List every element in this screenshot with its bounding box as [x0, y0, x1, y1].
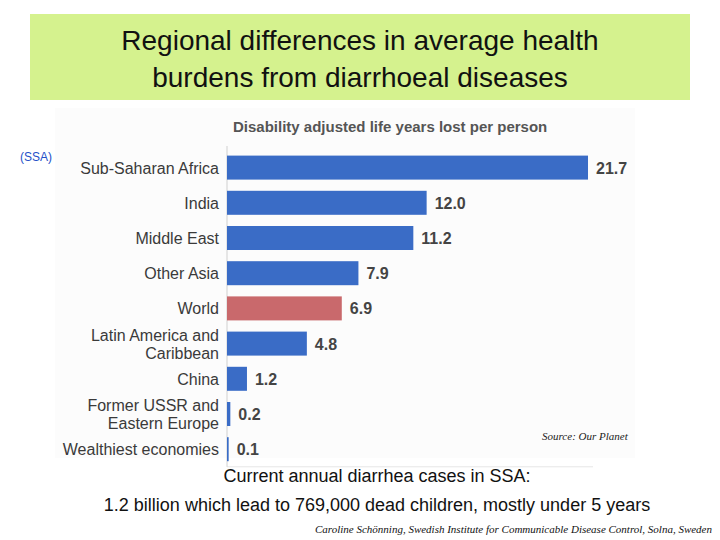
category-label: Former USSR andEastern Europe: [87, 397, 219, 432]
bar: [227, 332, 307, 356]
category-label: World: [178, 300, 220, 317]
category-label: Sub-Saharan Africa: [80, 160, 219, 177]
source: Source: Our Planet: [542, 430, 629, 442]
title-box: [30, 14, 690, 100]
note: 1.2 billion which lead to 769,000 dead c…: [104, 495, 650, 515]
data-label: 1.2: [255, 371, 277, 388]
slide-title: Regional differences in average health: [121, 25, 598, 56]
bar: [227, 437, 229, 461]
bar: [227, 261, 358, 285]
data-label: 12.0: [435, 195, 466, 212]
category-line: Middle East: [135, 230, 219, 247]
data-label: 4.8: [315, 336, 337, 353]
category-label: China: [177, 371, 219, 388]
data-label: 11.2: [421, 230, 451, 247]
category-line: China: [177, 371, 219, 388]
category-line: Eastern Europe: [108, 415, 219, 432]
bar: [227, 402, 230, 426]
data-label: 0.2: [238, 406, 260, 423]
annotation: (SSA): [20, 150, 52, 164]
bar: [227, 156, 588, 180]
slide: Regional differences in average health bu…: [0, 0, 720, 540]
credit: Caroline Schönning, Swedish Institute fo…: [315, 523, 712, 535]
note: Current annual diarrhea cases in SSA:: [223, 466, 530, 486]
data-label: 21.7: [596, 160, 627, 177]
category-line: Caribbean: [145, 345, 219, 362]
root: Regional differences in average health bu…: [0, 0, 720, 540]
category-label: Wealthiest economies: [63, 441, 219, 458]
data-label: 0.1: [237, 441, 259, 458]
category-label: India: [184, 195, 219, 212]
chart-panel: [55, 108, 635, 458]
category-line: Wealthiest economies: [63, 441, 219, 458]
category-label: Middle East: [135, 230, 219, 247]
bar: [227, 296, 342, 320]
data-label: 6.9: [350, 300, 372, 317]
category-label: Latin America andCaribbean: [91, 327, 219, 362]
category-line: Other Asia: [144, 265, 219, 282]
chart-title: Disability adjusted life years lost per …: [233, 118, 547, 135]
slide-title: burdens from diarrhoeal diseases: [152, 62, 568, 93]
category-line: Sub-Saharan Africa: [80, 160, 219, 177]
category-line: India: [184, 195, 219, 212]
bar: [227, 191, 427, 215]
bar: [227, 226, 413, 250]
category-label: Other Asia: [144, 265, 219, 282]
category-line: World: [178, 300, 220, 317]
category-line: Latin America and: [91, 327, 219, 344]
bars: [227, 156, 588, 462]
category-line: Former USSR and: [87, 397, 219, 414]
bar: [227, 367, 247, 391]
data-label: 7.9: [366, 265, 388, 282]
